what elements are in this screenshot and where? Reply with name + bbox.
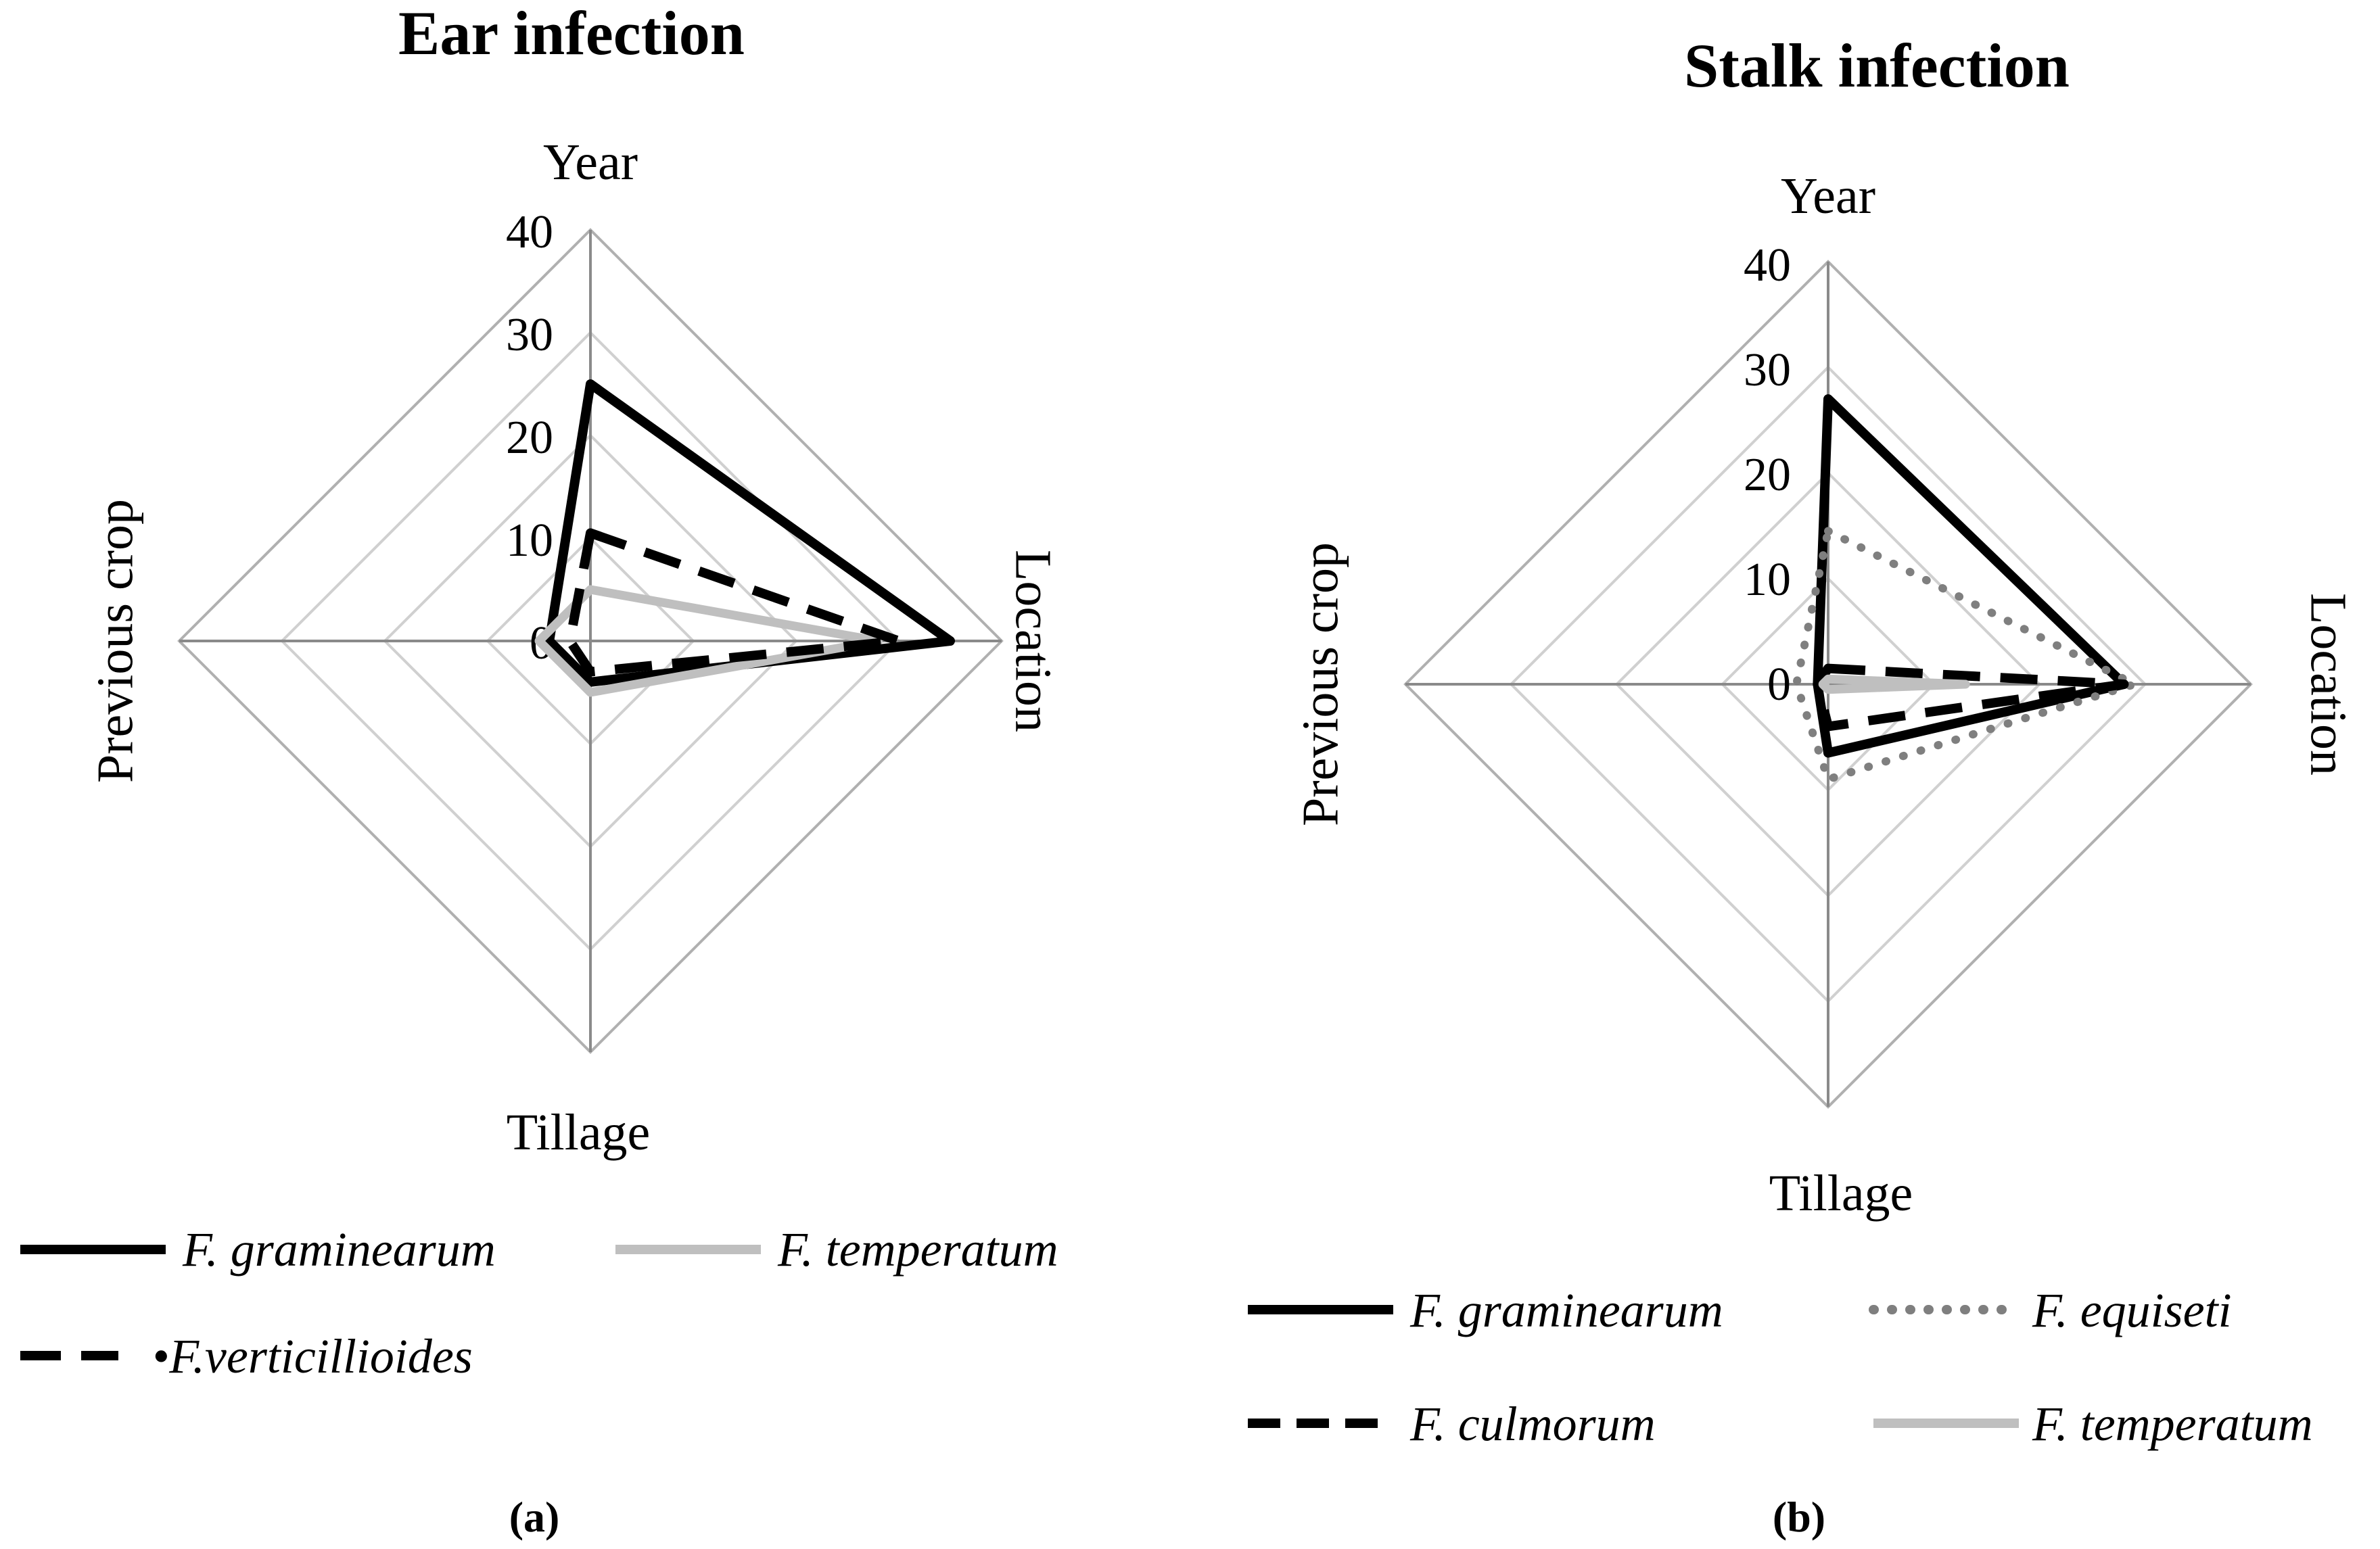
axis-label-tillage: Tillage: [507, 1104, 651, 1161]
tick-label: 0: [1767, 659, 1791, 711]
axis-label-year: Year: [543, 134, 638, 191]
tick-label: 20: [506, 412, 553, 464]
tick-label: 10: [506, 515, 553, 567]
series-f-culmorum: [1813, 663, 2129, 732]
series-f-temperatum: [534, 585, 883, 697]
series-f-graminearum: [1813, 394, 2129, 758]
axis-label-tillage: Tillage: [1769, 1165, 1913, 1222]
series-f-verticillioides: [565, 528, 904, 677]
panel-label: (a): [509, 1493, 560, 1541]
legend-label: F. culmorum: [1409, 1397, 1656, 1451]
radar-series: [1792, 394, 2139, 784]
axis-label-location: Location: [2300, 593, 2357, 776]
axis-label-location: Location: [1005, 550, 1062, 732]
tick-label: 10: [1744, 554, 1791, 606]
legend-label: F. temperatum: [777, 1222, 1058, 1277]
legend-label: F. graminearum: [182, 1222, 496, 1277]
chart-title: Stalk infection: [1684, 31, 2070, 100]
panel-label: (b): [1773, 1493, 1825, 1541]
legend-label: F. equiseti: [2032, 1283, 2232, 1337]
radial-tick-labels: 0 10 20 30 40: [506, 206, 553, 669]
axis-label-year: Year: [1781, 168, 1875, 224]
tick-label: 40: [1744, 239, 1791, 291]
legend: F. graminearum F. equiseti F. culmorum F…: [1248, 1283, 2313, 1451]
legend-label: •F.verticillioides: [152, 1329, 473, 1383]
axis-label-previous-crop: Previous crop: [87, 499, 143, 783]
chart-ear-infection: Ear infection Year Location Tillage Prev…: [20, 0, 1062, 1541]
tick-label: 30: [506, 309, 553, 361]
legend: F. graminearum F. temperatum •F.verticil…: [20, 1222, 1058, 1383]
axis-label-previous-crop: Previous crop: [1292, 542, 1349, 826]
series-f-equiseti: [1792, 527, 2139, 784]
chart-title: Ear infection: [398, 0, 745, 68]
radar-series: [534, 379, 955, 697]
series-f-temperatum: [1818, 674, 1970, 694]
tick-label: 30: [1744, 344, 1791, 396]
series-f-graminearum: [544, 379, 955, 687]
radial-tick-labels: 0 10 20 30 40: [1744, 239, 1791, 711]
tick-label: 20: [1744, 449, 1791, 501]
tick-label: 40: [506, 206, 553, 258]
legend-label: F. temperatum: [2032, 1397, 2313, 1451]
chart-stalk-infection: Stalk infection Year Location Tillage Pr…: [1248, 31, 2357, 1541]
legend-label: F. graminearum: [1409, 1283, 1723, 1337]
